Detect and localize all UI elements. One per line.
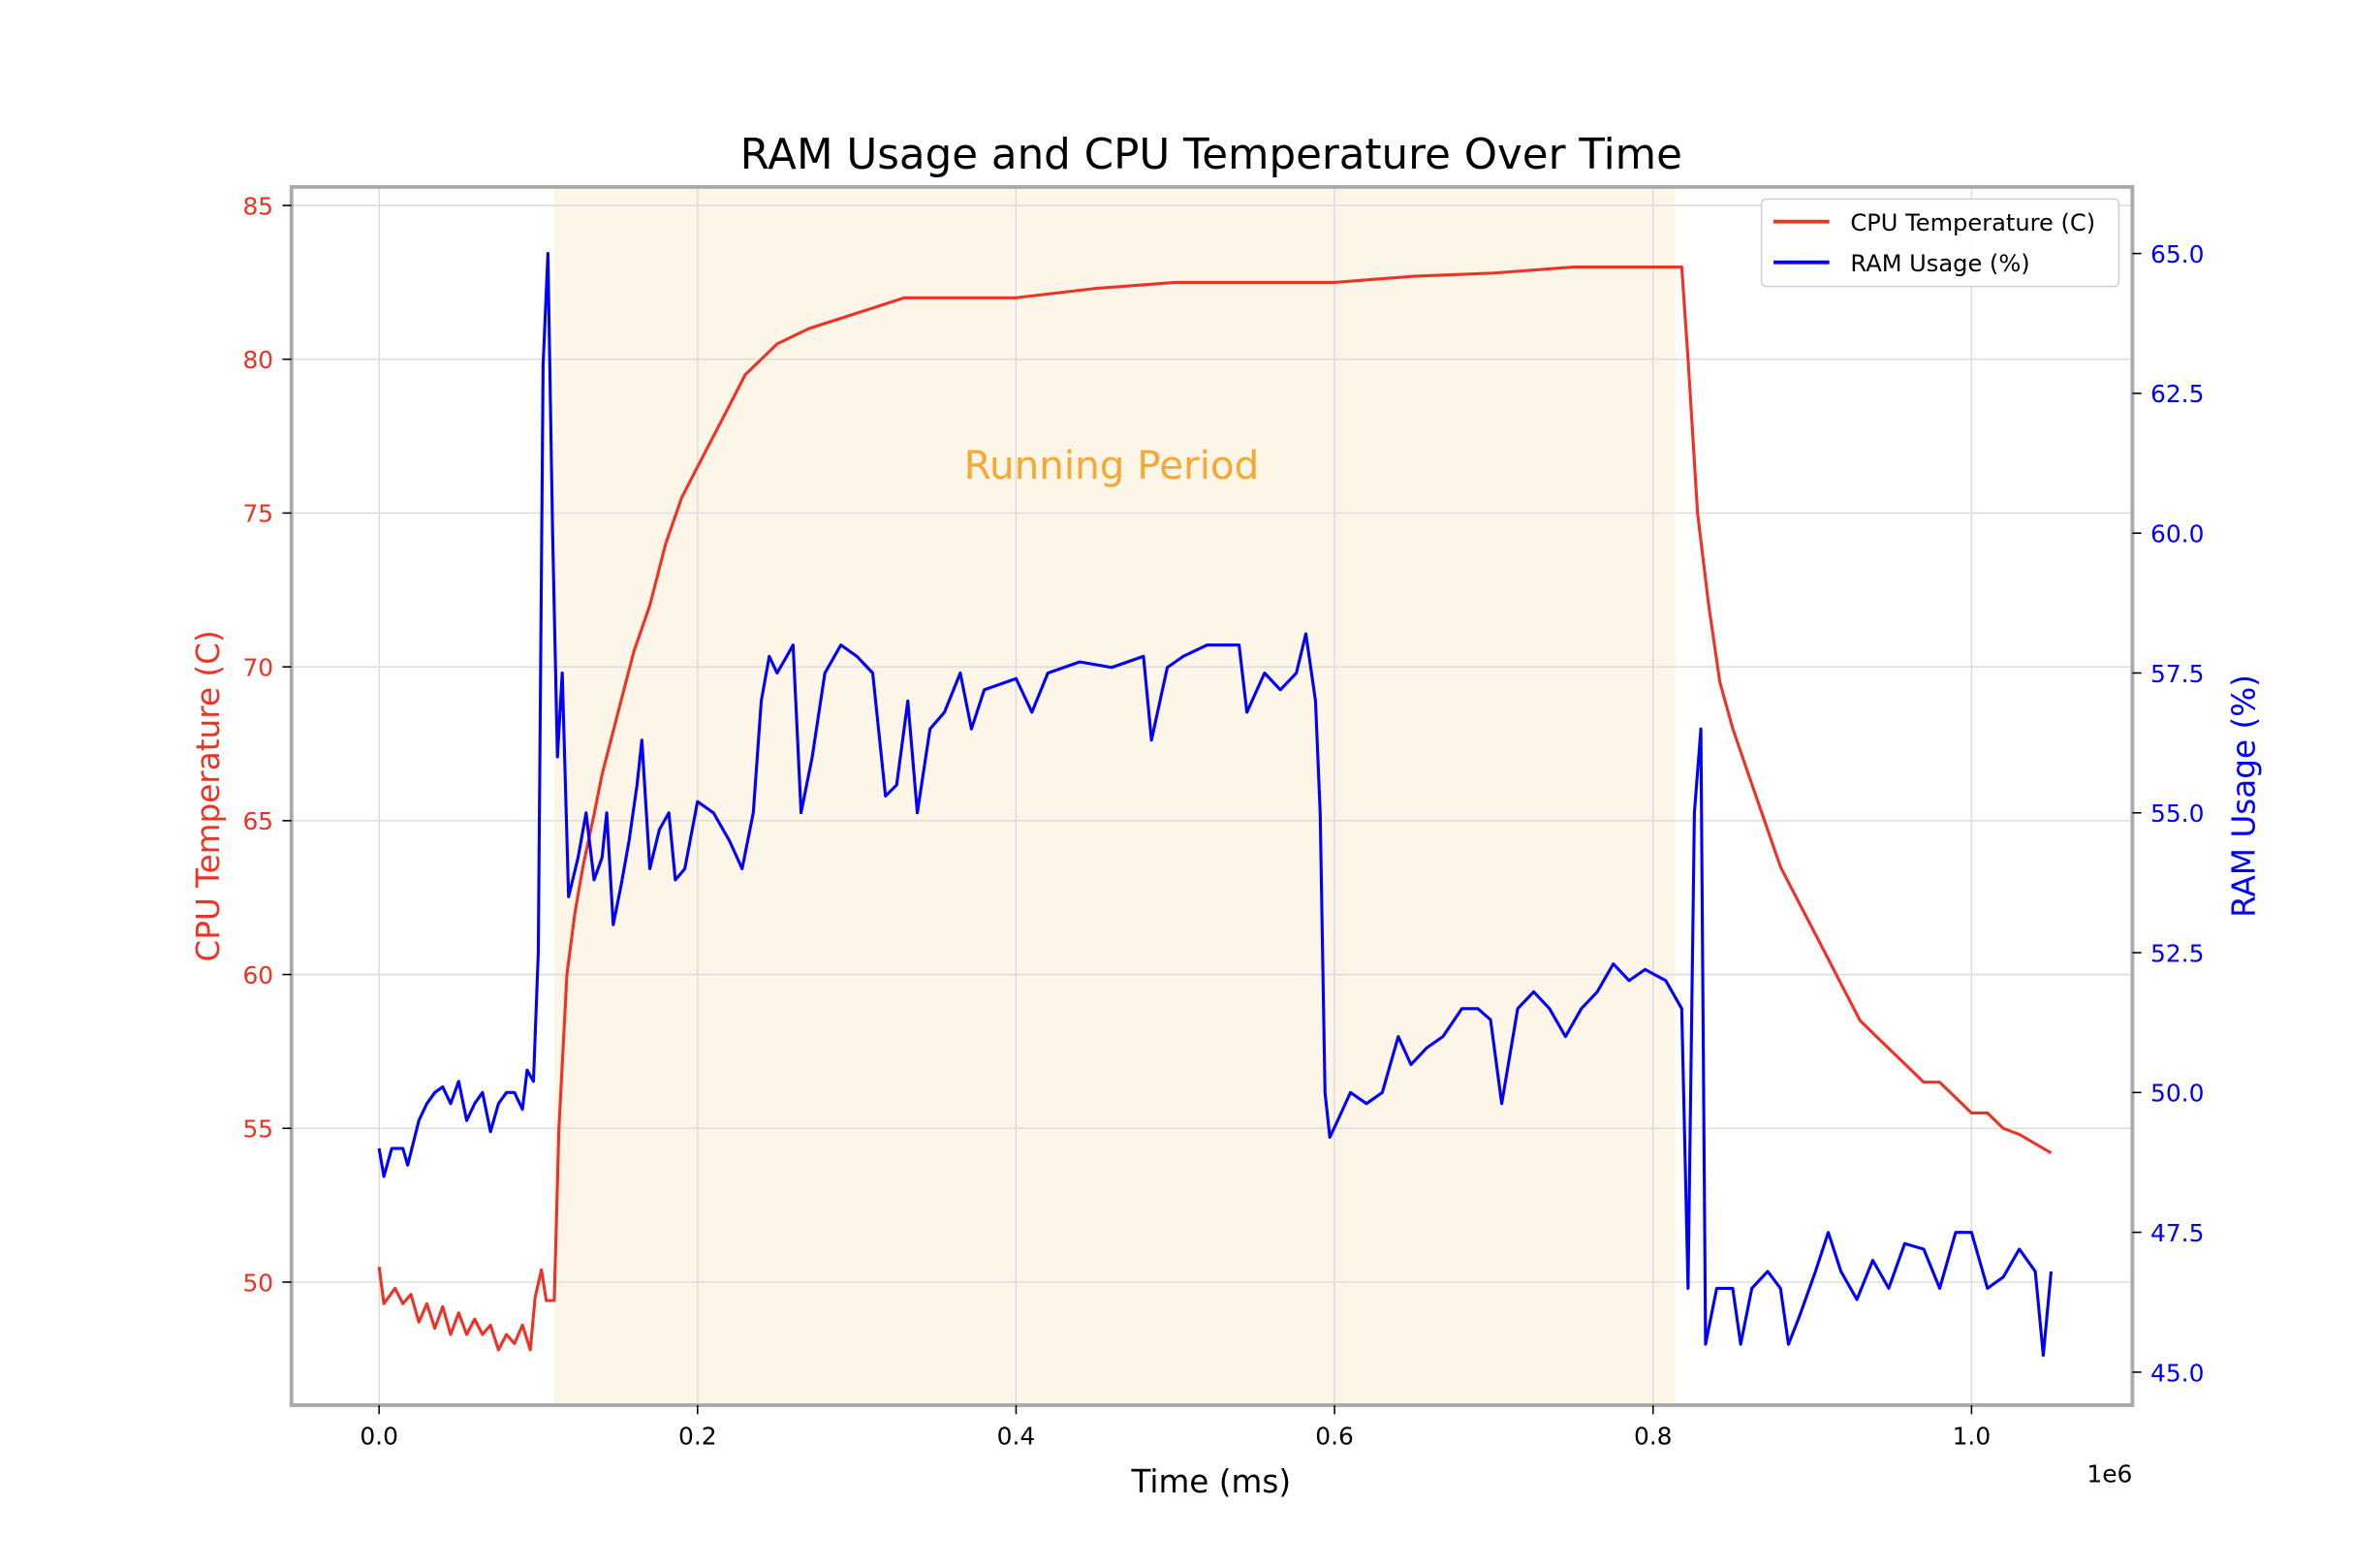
left-y-tick-label: 55 xyxy=(242,1115,273,1144)
left-y-tick-label: 65 xyxy=(242,807,273,835)
x-axis-label: Time (ms) xyxy=(1130,1463,1291,1500)
ram-usage-line xyxy=(377,251,2054,1358)
right-y-tick-label: 50.0 xyxy=(2150,1080,2204,1108)
right-y-tick-label: 57.5 xyxy=(2150,660,2204,688)
legend-box xyxy=(1760,198,2120,288)
chart-title: RAM Usage and CPU Temperature Over Time xyxy=(740,131,1682,179)
x-tick-label: 0.6 xyxy=(1315,1422,1354,1450)
x-tick-label: 0.2 xyxy=(678,1422,717,1450)
left-y-tick-label: 60 xyxy=(242,961,273,989)
right-axis-label: RAM Usage (%) xyxy=(2225,674,2262,918)
x-tick-label: 0.0 xyxy=(360,1422,398,1450)
cpu-temperature-line xyxy=(377,265,2053,1352)
left-y-tick-label: 70 xyxy=(242,653,273,681)
right-y-tick-label: 62.5 xyxy=(2150,380,2204,408)
running-period-annotation: Running Period xyxy=(964,442,1260,488)
x-offset-label: 1e6 xyxy=(2086,1459,2132,1488)
x-tick-label: 1.0 xyxy=(1953,1422,1992,1450)
plot-frame xyxy=(289,184,2135,1407)
right-y-tick-label: 55.0 xyxy=(2150,800,2204,828)
running-period-span xyxy=(553,186,1676,1405)
left-axis-label: CPU Temperature (C) xyxy=(190,630,227,961)
left-y-tick-label: 85 xyxy=(242,192,273,220)
legend-label-cpu: CPU Temperature (C) xyxy=(1850,209,2095,236)
x-tick-label: 0.4 xyxy=(997,1422,1036,1450)
legend-label-ram: RAM Usage (%) xyxy=(1850,250,2029,277)
legend: CPU Temperature (C) RAM Usage (%) xyxy=(1760,198,2120,288)
left-y-tick-label: 50 xyxy=(242,1269,273,1297)
right-y-tick-label: 60.0 xyxy=(2150,520,2204,549)
right-y-tick-label: 52.5 xyxy=(2150,939,2204,967)
right-y-tick-label: 45.0 xyxy=(2150,1359,2204,1387)
right-y-tick-label: 65.0 xyxy=(2150,240,2204,268)
left-y-tick-label: 80 xyxy=(242,346,273,374)
right-y-tick-label: 47.5 xyxy=(2150,1219,2204,1247)
left-y-tick-label: 75 xyxy=(242,500,273,528)
x-tick-label: 0.8 xyxy=(1634,1422,1673,1450)
